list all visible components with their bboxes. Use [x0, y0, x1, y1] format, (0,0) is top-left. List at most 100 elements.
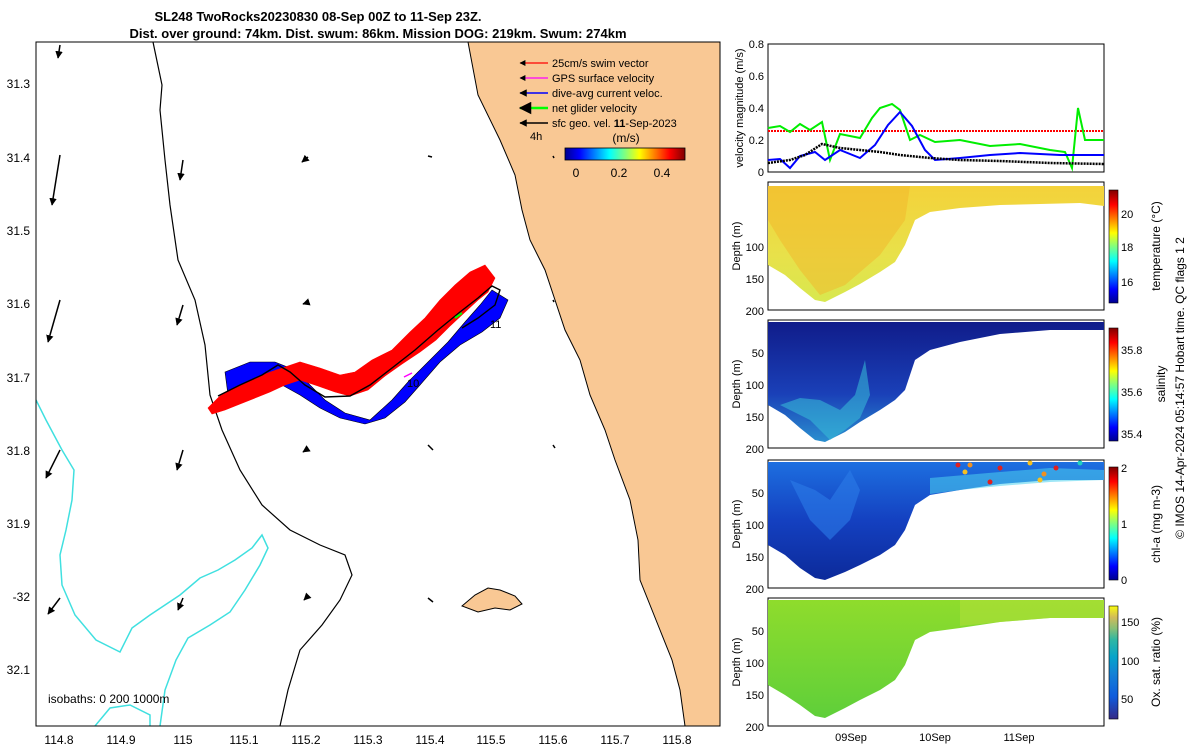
colorbar-tick: 0 [573, 166, 580, 180]
chla-high-points [955, 460, 1083, 485]
time-tick: 10Sep [919, 732, 951, 744]
ox-ytick: 100 [746, 658, 764, 670]
legend-label-sfc-geo: sfc geo. vel. 11-Sep-2023 [552, 118, 677, 130]
chla-ylabel: Depth (m) [731, 500, 743, 549]
lat-tick: 31.4 [7, 151, 31, 165]
lat-tick: 31.9 [7, 517, 31, 531]
vel-ytick: 0.6 [749, 71, 764, 83]
chla-ytick: 150 [746, 552, 764, 564]
figure-title-line1: SL248 TwoRocks20230830 08-Sep 00Z to 11-… [154, 9, 481, 24]
day-label-11: 11 [490, 319, 501, 331]
colorbar-tick: 0.2 [611, 166, 628, 180]
velocity-panel: 0 0.2 0.4 0.6 0.8 velocity magnitude (m/… [734, 39, 1105, 179]
lat-tick: 31.3 [7, 77, 31, 91]
land-mass [467, 42, 720, 726]
sal-ytick: 200 [746, 444, 764, 456]
ox-cbar-tick: 50 [1121, 694, 1133, 706]
ox-ytick: 200 [746, 722, 764, 734]
time-tick: 09Sep [835, 732, 867, 744]
ox-ylabel: Depth (m) [731, 638, 743, 687]
map-frame [35, 41, 721, 727]
chla-cbar-tick: 0 [1121, 575, 1127, 587]
sal-cbar-tick: 35.8 [1121, 345, 1142, 357]
vel-ytick: 0.8 [749, 39, 764, 51]
section-oxygen: 50 100 150 200 Depth (m) 50 100 150 Ox. … [731, 597, 1163, 734]
sal-ytick: 100 [746, 380, 764, 392]
ox-ytick: 50 [752, 626, 764, 638]
lon-tick: 114.8 [44, 733, 73, 747]
lon-tick: 115.1 [229, 733, 258, 747]
sal-cbar-label: salinity [1154, 366, 1168, 403]
isobaths-label: isobaths: 0 200 1000m [48, 692, 169, 706]
temp-cbar-tick: 16 [1121, 277, 1133, 289]
lon-tick: 115.8 [662, 733, 691, 747]
legend-label-current: dive-avg current veloc. [552, 88, 663, 100]
isobath-200m [152, 42, 353, 726]
ox-cbar-tick: 150 [1121, 617, 1139, 629]
current-velocity-band [224, 289, 509, 425]
island [461, 587, 523, 613]
section-salinity: 50 100 150 200 Depth (m) 35.4 35.6 35.8 … [731, 319, 1168, 456]
section-chla: 50 100 150 200 Depth (m) 0 1 2 chl-a (mg… [731, 459, 1163, 596]
legend-label-net: net glider velocity [552, 103, 637, 115]
lon-tick: 114.9 [106, 733, 135, 747]
chla-ytick: 50 [752, 488, 764, 500]
chla-cbar-tick: 1 [1121, 519, 1127, 531]
lon-tick: 115.4 [415, 733, 444, 747]
speed-colorbar: (m/s) 0 0.2 0.4 [564, 131, 686, 180]
sfc-geo-velocity-arrows [45, 44, 556, 615]
colorbar-tick: 0.4 [654, 166, 671, 180]
vel-ytick: 0.4 [749, 103, 764, 115]
sal-cbar-tick: 35.4 [1121, 429, 1142, 441]
lat-tick: 31.6 [7, 297, 31, 311]
net-velocity-marker [454, 312, 463, 319]
lon-tick: 115.5 [476, 733, 505, 747]
lat-tick: 31.7 [7, 371, 31, 385]
chla-ytick: 100 [746, 520, 764, 532]
temp-ylabel: Depth (m) [731, 222, 743, 271]
temp-ytick: 100 [746, 242, 764, 254]
lon-tick: 115.2 [291, 733, 320, 747]
ox-cbar-label: Ox. sat. ratio (%) [1149, 617, 1163, 707]
temp-cbar-label: temperature (°C) [1149, 201, 1163, 291]
vel-ytick: 0 [758, 167, 764, 179]
gps-velocity-marker [403, 372, 413, 378]
lon-tick: 115 [173, 733, 192, 747]
vel-ylabel: velocity magnitude (m/s) [734, 48, 746, 167]
legend-label-swim: 25cm/s swim vector [552, 58, 649, 70]
lat-tick: 31.5 [7, 224, 31, 238]
section-temperature: 100 150 200 Depth (m) 16 18 20 temperatu… [731, 181, 1163, 318]
lat-tick: 32.1 [7, 663, 31, 677]
vel-ytick: 0.2 [749, 135, 764, 147]
chla-ytick: 200 [746, 584, 764, 596]
temp-cbar-tick: 18 [1121, 242, 1133, 254]
figure-title-line2: Dist. over ground: 74km. Dist. swum: 86k… [129, 26, 626, 41]
sal-ytick: 50 [752, 348, 764, 360]
lat-tick: -32 [13, 590, 31, 604]
isobath-1000m-a [36, 399, 269, 726]
chla-cbar-label: chl-a (mg m-3) [1149, 485, 1163, 563]
glider-track [217, 285, 501, 398]
legend-label-gps: GPS surface velocity [552, 73, 655, 85]
lon-axis: 114.8 114.9 115 115.1 115.2 115.3 115.4 … [44, 733, 691, 747]
chla-cbar-tick: 2 [1121, 463, 1127, 475]
swim-vector-band [207, 264, 496, 415]
sal-ylabel: Depth (m) [731, 360, 743, 409]
lon-tick: 115.3 [353, 733, 382, 747]
isobath-1000m-b [94, 704, 151, 726]
time-axis: 09Sep 10Sep 11Sep [835, 732, 1034, 744]
sal-ytick: 150 [746, 412, 764, 424]
temp-cbar-tick: 20 [1121, 209, 1133, 221]
colorbar-unit: (m/s) [612, 131, 639, 145]
temp-ytick: 200 [746, 306, 764, 318]
map-legend: 25cm/s swim vector GPS surface velocity … [518, 58, 677, 143]
day-label-10: 10 [407, 378, 419, 390]
lat-tick: 31.8 [7, 444, 31, 458]
copyright-footer: © IMOS 14-Apr-2024 05:14:57 Hobart time.… [1173, 237, 1187, 539]
oxygen-field [768, 600, 1104, 718]
temp-ytick: 150 [746, 274, 764, 286]
ox-ytick: 150 [746, 690, 764, 702]
lat-axis: 31.3 31.4 31.5 31.6 31.7 31.8 31.9 -32 3… [7, 77, 31, 677]
map-panel: 10 11 31.3 31.4 31.5 31.6 31.7 31.8 31.9… [7, 41, 721, 747]
